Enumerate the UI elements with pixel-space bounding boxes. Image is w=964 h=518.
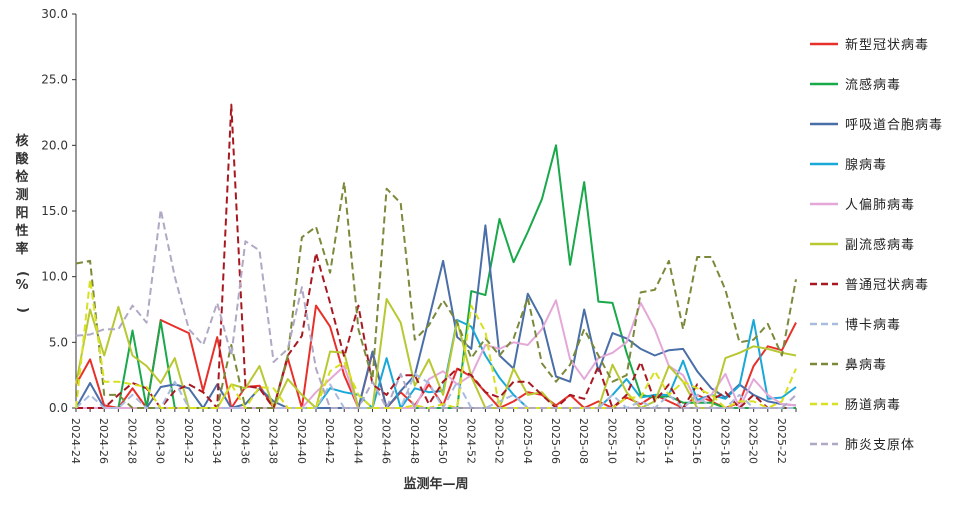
x-tick-label: 2025-02 [493, 418, 506, 464]
legend-label: 肺炎支原体 [845, 438, 915, 453]
x-axis-title: 监测年—周 [403, 476, 468, 492]
series-line [76, 103, 796, 409]
x-tick-label: 2025-10 [605, 418, 618, 464]
y-axis-title: 核酸检测阳性率 (%) [15, 133, 30, 313]
x-tick-label: 2025-14 [662, 418, 675, 464]
x-tick-label: 2024-26 [97, 418, 110, 464]
y-axis-title-char: % [15, 278, 28, 293]
series-line [75, 278, 797, 409]
x-tick-label: 2024-30 [154, 418, 167, 464]
x-tick-label: 2025-22 [775, 418, 788, 464]
x-tick-label: 2024-46 [380, 418, 393, 464]
series-line [76, 144, 796, 409]
y-axis-title-char: 测 [15, 187, 28, 203]
x-tick-label: 2025-18 [718, 418, 731, 464]
legend-label: 腺病毒 [845, 158, 887, 173]
series-line [75, 304, 797, 409]
x-tick-label: 2025-16 [690, 418, 703, 464]
y-axis-title-char: ( [15, 271, 30, 277]
x-tick-label: 2025-06 [549, 418, 562, 464]
legend: 新型冠状病毒流感病毒呼吸道合胞病毒腺病毒人偏肺病毒副流感病毒普通冠状病毒博卡病毒… [810, 37, 943, 453]
legend-label: 流感病毒 [845, 77, 901, 93]
x-axis: 2024-24 2024-26 2024-28 2024-30 2024-32 2024-… [69, 407, 797, 464]
series-line [75, 208, 797, 409]
legend-label: 人偏肺病毒 [845, 198, 915, 213]
legend-label: 肠道病毒 [845, 398, 901, 413]
x-tick-label: 2024-34 [210, 418, 223, 464]
x-tick-label: 2024-32 [182, 418, 195, 464]
legend-label: 鼻病毒 [845, 357, 887, 373]
legend-label: 副流感病毒 [845, 237, 915, 253]
x-tick-label: 2025-20 [747, 418, 760, 464]
y-tick-label: 10.0 [41, 270, 68, 284]
legend-label: 新型冠状病毒 [845, 37, 929, 53]
y-tick-label: 30.0 [41, 7, 68, 21]
x-tick-label: 2024-36 [238, 418, 251, 464]
x-tick-label: 2024-42 [323, 418, 336, 464]
y-tick-label: 20.0 [41, 138, 68, 152]
y-axis-title-char: 性 [15, 223, 28, 239]
legend-label: 普通冠状病毒 [845, 278, 929, 293]
x-tick-label: 2025-08 [577, 418, 590, 464]
y-axis-title-char: 检 [15, 169, 28, 185]
x-tick-label: 2024-38 [267, 418, 280, 464]
y-axis-title-char: 阳 [15, 206, 28, 221]
y-axis-title-char: 核 [15, 133, 28, 149]
y-axis-title-char: 率 [15, 241, 28, 257]
x-tick-label: 2024-40 [295, 418, 308, 464]
x-tick-label: 2025-04 [521, 418, 534, 464]
series-lines [75, 103, 797, 409]
y-tick-label: 5.0 [49, 335, 68, 349]
x-tick-label: 2024-50 [436, 418, 449, 464]
y-axis-title-char: ) [15, 307, 30, 313]
series-line [75, 224, 797, 409]
legend-label: 呼吸道合胞病毒 [845, 118, 943, 133]
x-tick-label: 2024-28 [125, 418, 138, 464]
x-tick-label: 2024-48 [408, 418, 421, 464]
legend-label: 博卡病毒 [845, 318, 901, 333]
y-axis: 0.0 5.0 10.0 15.0 20.0 25.0 30.0 [41, 7, 77, 415]
x-tick-label: 2025-12 [634, 418, 647, 464]
y-tick-label: 25.0 [41, 73, 68, 87]
y-tick-label: 15.0 [41, 204, 68, 218]
y-tick-label: 0.0 [49, 401, 68, 415]
x-tick-label: 2024-52 [464, 418, 477, 464]
x-tick-label: 2024-44 [351, 418, 364, 464]
y-axis-title-char: 酸 [15, 151, 29, 167]
x-tick-label: 2024-24 [69, 418, 82, 464]
